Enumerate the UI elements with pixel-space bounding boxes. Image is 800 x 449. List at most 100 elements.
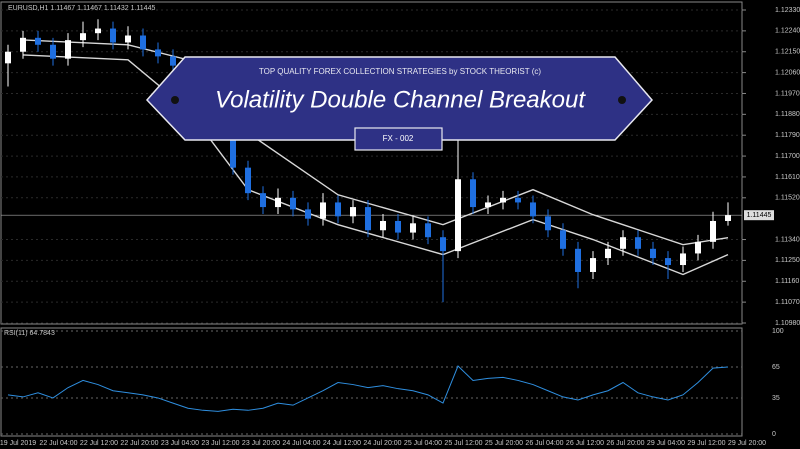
time-label: 24 Jul 20:00 [363, 440, 401, 447]
candle-body [560, 230, 566, 249]
candle-body [545, 216, 551, 231]
time-label: 22 Jul 04:00 [39, 440, 77, 447]
price-label: 1.11970 [775, 90, 800, 97]
time-label: 26 Jul 04:00 [525, 440, 563, 447]
time-label: 25 Jul 04:00 [404, 440, 442, 447]
banner-code: FX - 002 [383, 134, 414, 143]
candle-body [155, 49, 161, 57]
current-price-box [744, 210, 774, 221]
price-label: 1.11610 [775, 174, 800, 181]
candle-body [395, 220, 401, 233]
candle-body [170, 56, 176, 66]
candle-body [470, 179, 476, 208]
candle-body [605, 248, 611, 259]
candle-body [245, 167, 251, 194]
rsi-tick-label: 100 [772, 328, 784, 335]
price-label: 1.12330 [775, 7, 800, 14]
candle-body [335, 202, 341, 217]
price-label: 1.11880 [775, 111, 800, 118]
price-panel [0, 1, 743, 325]
candle-body [680, 253, 686, 266]
candle-body [290, 197, 296, 210]
candle-body [95, 28, 101, 34]
price-label: 1.11700 [775, 153, 800, 160]
candle-body [650, 248, 656, 259]
time-label: 29 Jul 20:00 [728, 440, 766, 447]
candle-body [20, 37, 26, 52]
candle-body [5, 51, 11, 64]
banner-dot [618, 96, 626, 104]
banner: TOP QUALITY FOREX COLLECTION STRATEGIES … [145, 56, 654, 151]
candle-body [485, 202, 491, 208]
candle-body [440, 237, 446, 252]
candle-body [665, 258, 671, 266]
time-label: 29 Jul 04:00 [647, 440, 685, 447]
candle-body [695, 241, 701, 254]
candle-body [230, 132, 236, 168]
banner-title: Volatility Double Channel Breakout [215, 86, 586, 113]
rsi-tick-label: 0 [772, 431, 776, 438]
time-label: 23 Jul 12:00 [201, 440, 239, 447]
candle-body [110, 28, 116, 43]
candle-body [500, 197, 506, 203]
candle-body [425, 223, 431, 238]
candle-body [350, 207, 356, 217]
candle-body [65, 40, 71, 59]
candle-body [530, 202, 536, 217]
price-label: 1.11340 [775, 236, 800, 243]
time-label: 22 Jul 20:00 [120, 440, 158, 447]
candle-body [125, 35, 131, 43]
time-label: 19 Jul 2019 [0, 440, 36, 447]
candle-body [305, 209, 311, 219]
candle-body [320, 202, 326, 219]
rsi-tick-label: 65 [772, 364, 780, 371]
price-label: 1.10980 [775, 320, 800, 327]
time-label: 24 Jul 12:00 [323, 440, 361, 447]
candle-body [515, 197, 521, 203]
price-label: 1.12150 [775, 49, 800, 56]
price-label: 1.12060 [775, 69, 800, 76]
candle-body [80, 33, 86, 41]
price-label: 1.11250 [775, 257, 800, 264]
time-label: 24 Jul 04:00 [282, 440, 320, 447]
candle-body [575, 248, 581, 272]
current-price-label: 1.11445 [747, 212, 772, 219]
time-label: 26 Jul 12:00 [566, 440, 604, 447]
time-label: 22 Jul 12:00 [80, 440, 118, 447]
candle-body [50, 44, 56, 59]
band-line [22, 54, 729, 276]
price-label: 1.12240 [775, 28, 800, 35]
symbol-info: EURUSD,H1 1.11467 1.11467 1.11432 1.1144… [8, 5, 155, 12]
time-label: 25 Jul 20:00 [485, 440, 523, 447]
candle-body [275, 197, 281, 208]
rsi-title: RSI(11) 64.7843 [4, 330, 55, 337]
candle-body [365, 207, 371, 231]
rsi-tick-label: 35 [772, 395, 780, 402]
time-label: 25 Jul 12:00 [444, 440, 482, 447]
price-label: 1.11790 [775, 132, 800, 139]
candle-body [410, 223, 416, 233]
time-label: 26 Jul 20:00 [606, 440, 644, 447]
price-label: 1.11070 [775, 299, 800, 306]
price-label: 1.11520 [775, 195, 800, 202]
candle-body [620, 237, 626, 249]
rsi-line [7, 365, 729, 412]
time-label: 23 Jul 04:00 [161, 440, 199, 447]
candle-body [140, 35, 146, 50]
candle-body [380, 220, 386, 231]
banner-dot [171, 96, 179, 104]
time-label: 29 Jul 12:00 [687, 440, 725, 447]
banner-subtitle: TOP QUALITY FOREX COLLECTION STRATEGIES … [259, 67, 541, 76]
candle-body [590, 258, 596, 272]
candle-body [635, 237, 641, 249]
candle-body [725, 215, 731, 221]
banner-code-box [354, 127, 443, 151]
candle-body [455, 179, 461, 252]
price-label: 1.11160 [775, 278, 799, 285]
banner-shape [145, 56, 654, 141]
time-label: 23 Jul 20:00 [242, 440, 280, 447]
candle-body [260, 193, 266, 208]
candle-body [710, 220, 716, 242]
candle-body [35, 37, 41, 45]
